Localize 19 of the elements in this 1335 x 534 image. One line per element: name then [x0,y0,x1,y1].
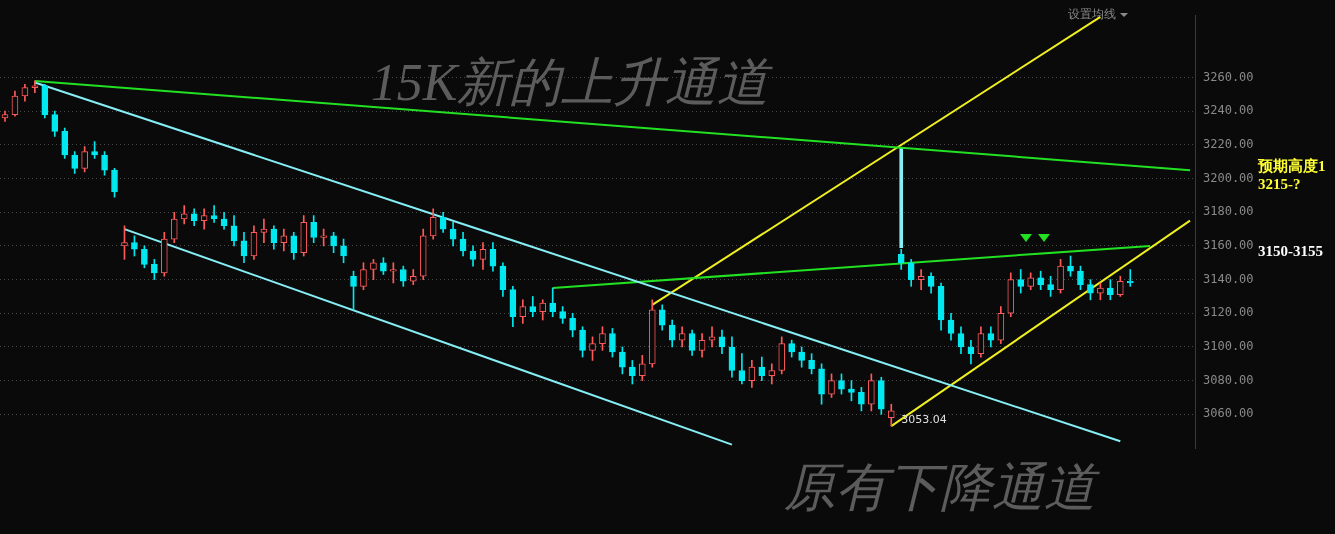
y-tick-label: 3260.00 [1203,69,1254,84]
y-tick-label: 3160.00 [1203,238,1254,253]
y-tick-label: 3180.00 [1203,204,1254,219]
y-tick-label: 3240.00 [1203,103,1254,118]
y-tick-label: 3200.00 [1203,170,1254,185]
annotation: 设置均线 [1068,6,1116,23]
y-tick-label: 3080.00 [1203,372,1254,387]
y-tick-label: 3100.00 [1203,339,1254,354]
y-tick-label: 3060.00 [1203,406,1254,421]
annotation: 3053.04 [901,412,947,426]
text: 原有下降通道 [784,459,1100,516]
text: 3150-3155 [1258,242,1323,259]
y-tick-label: 3220.00 [1203,137,1254,151]
y-tick-label: 3120.00 [1203,305,1254,320]
text: 预期高度1 3215-? [1257,156,1326,192]
text: 15K新的上升通道 [370,54,774,111]
moving-average-control: 设置均线 [1068,6,1128,23]
candlestick [31,80,39,93]
y-tick-label: 3140.00 [1203,271,1254,286]
